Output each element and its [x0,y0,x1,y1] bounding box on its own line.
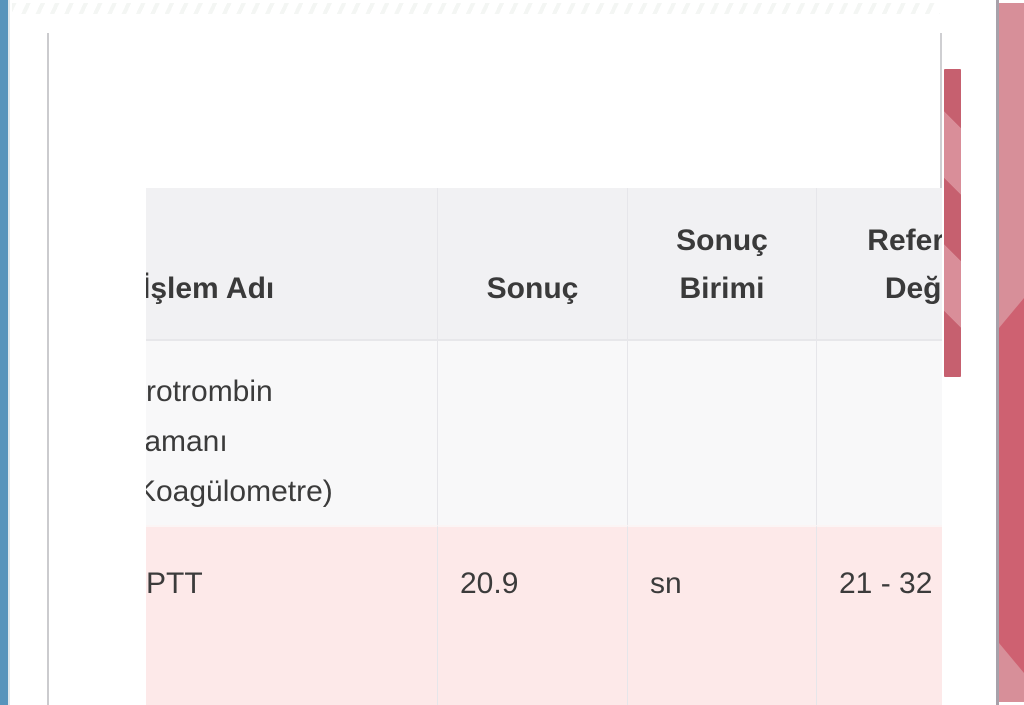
lab-results-table: İşlem Adı Sonuç Sonuç Birimi Referans De… [146,188,942,705]
top-edge-pattern [12,3,940,14]
col-header-sonuc: Sonuç [437,188,627,341]
table-scroll-viewport[interactable]: İşlem Adı Sonuç Sonuç Birimi Referans De… [146,188,942,705]
cell-result [437,341,627,525]
col-header-sonuc-birimi: Sonuç Birimi [627,188,816,341]
col-header-islem-adi: İşlem Adı [146,188,437,341]
col-header-referans-degeri: Referans Değeri [816,188,942,341]
cell-reference [816,341,942,525]
right-striped-scrollbar[interactable] [999,3,1024,702]
cell-test-name: APTT [146,525,437,705]
cell-test-name: Protrombin Zamanı (Koagülometre) [146,341,437,525]
cell-reference: 21 - 32 [816,525,942,705]
cell-unit: sn [627,525,816,705]
left-accent-bar [0,0,10,705]
vertical-scrollbar-thumb[interactable] [944,69,961,377]
table-row-flagged[interactable]: APTT 20.9 sn 21 - 32 [146,525,942,705]
page-edge-line [996,0,999,705]
cell-result: 20.9 [437,525,627,705]
table-row[interactable]: Protrombin Zamanı (Koagülometre) [146,341,942,525]
scrollbar-dark-segment [999,298,1024,673]
results-card: İşlem Adı Sonuç Sonuç Birimi Referans De… [47,33,942,705]
table-header-row: İşlem Adı Sonuç Sonuç Birimi Referans De… [146,188,942,341]
cell-unit [627,341,816,525]
